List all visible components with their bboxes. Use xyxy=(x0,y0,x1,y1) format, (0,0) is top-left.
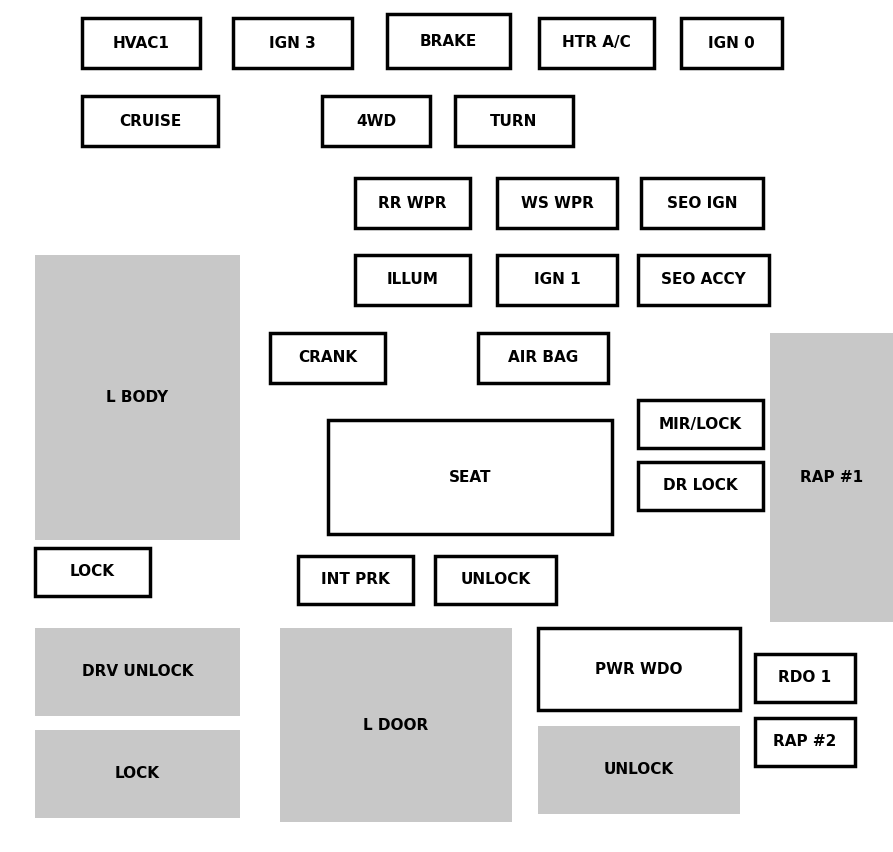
Text: RAP #2: RAP #2 xyxy=(773,734,837,750)
Bar xyxy=(538,726,740,814)
Text: RDO 1: RDO 1 xyxy=(779,671,831,686)
Bar xyxy=(539,18,654,68)
Bar xyxy=(35,255,240,540)
Bar xyxy=(638,462,763,510)
Bar xyxy=(280,628,512,822)
Bar xyxy=(270,333,385,383)
Text: IGN 3: IGN 3 xyxy=(269,36,316,50)
Bar xyxy=(497,178,617,228)
Text: WS WPR: WS WPR xyxy=(521,195,594,210)
Text: CRANK: CRANK xyxy=(298,350,357,366)
Text: BRAKE: BRAKE xyxy=(420,33,477,49)
Text: LOCK: LOCK xyxy=(70,565,115,579)
Text: L BODY: L BODY xyxy=(106,390,169,405)
Bar xyxy=(35,628,240,716)
Text: LOCK: LOCK xyxy=(115,767,160,781)
Bar xyxy=(82,18,200,68)
Bar xyxy=(82,96,218,146)
Text: TURN: TURN xyxy=(490,113,538,129)
Bar xyxy=(328,420,612,534)
Text: SEAT: SEAT xyxy=(449,469,491,485)
Bar xyxy=(322,96,430,146)
Bar xyxy=(638,400,763,448)
Text: INT PRK: INT PRK xyxy=(321,573,390,588)
Bar xyxy=(435,556,556,604)
Bar xyxy=(497,255,617,305)
Text: 4WD: 4WD xyxy=(356,113,396,129)
Bar xyxy=(641,178,763,228)
Bar xyxy=(355,178,470,228)
Text: CRUISE: CRUISE xyxy=(119,113,181,129)
Bar xyxy=(770,333,893,622)
Text: L DOOR: L DOOR xyxy=(363,717,429,733)
Text: PWR WDO: PWR WDO xyxy=(596,661,683,676)
Text: RAP #1: RAP #1 xyxy=(800,470,863,485)
Bar xyxy=(233,18,352,68)
Text: UNLOCK: UNLOCK xyxy=(461,573,530,588)
Bar xyxy=(35,730,240,818)
Bar xyxy=(755,718,855,766)
Text: MIR/LOCK: MIR/LOCK xyxy=(659,417,742,431)
Text: RR WPR: RR WPR xyxy=(379,195,446,210)
Bar xyxy=(355,255,470,305)
Bar xyxy=(681,18,782,68)
Text: IGN 0: IGN 0 xyxy=(708,36,755,50)
Text: DRV UNLOCK: DRV UNLOCK xyxy=(82,665,193,680)
Bar xyxy=(298,556,413,604)
Bar xyxy=(455,96,573,146)
Text: AIR BAG: AIR BAG xyxy=(508,350,578,366)
Bar xyxy=(387,14,510,68)
Text: DR LOCK: DR LOCK xyxy=(663,479,738,493)
Text: IGN 1: IGN 1 xyxy=(534,273,580,287)
Bar xyxy=(478,333,608,383)
Text: ILLUM: ILLUM xyxy=(387,273,438,287)
Bar xyxy=(638,255,769,305)
Text: SEO ACCY: SEO ACCY xyxy=(661,273,746,287)
Bar xyxy=(538,628,740,710)
Bar xyxy=(755,654,855,702)
Bar xyxy=(35,548,150,596)
Text: UNLOCK: UNLOCK xyxy=(604,763,674,778)
Text: HTR A/C: HTR A/C xyxy=(562,36,630,50)
Text: SEO IGN: SEO IGN xyxy=(667,195,738,210)
Text: HVAC1: HVAC1 xyxy=(113,36,170,50)
